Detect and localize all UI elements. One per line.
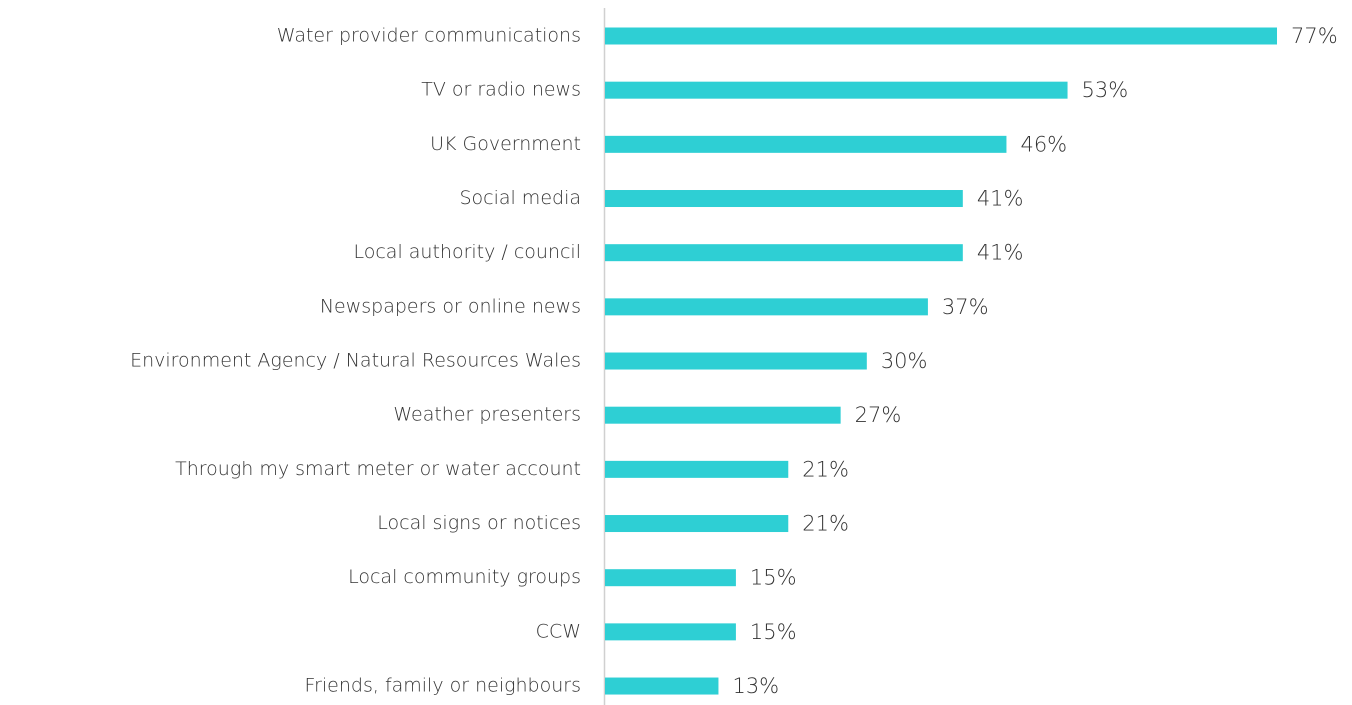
category-label: Local authority / council [353, 241, 581, 263]
category-label: CCW [536, 620, 581, 642]
bar [605, 352, 867, 370]
bar [605, 623, 736, 641]
category-label: Friends, family or neighbours [305, 675, 581, 697]
bar [605, 298, 928, 316]
value-label: 77% [1291, 24, 1338, 48]
category-label: Weather presenters [393, 404, 581, 426]
value-label: 53% [1082, 78, 1129, 102]
bar [605, 27, 1277, 45]
bar [605, 460, 789, 478]
category-label: Newspapers or online news [320, 295, 581, 317]
value-label: 15% [750, 620, 797, 644]
value-label: 15% [750, 566, 797, 590]
bar [605, 135, 1007, 153]
bar [605, 677, 719, 695]
value-label: 41% [977, 187, 1024, 211]
bar [605, 515, 789, 533]
category-label: Local community groups [348, 566, 581, 588]
value-label: 27% [855, 403, 902, 427]
value-label: 41% [977, 241, 1024, 265]
category-label: Social media [459, 187, 581, 209]
category-label: UK Government [430, 133, 581, 155]
category-label: Water provider communications [277, 25, 581, 47]
bar [605, 190, 963, 208]
value-label: 21% [802, 457, 849, 481]
category-label: Through my smart meter or water account [175, 458, 581, 480]
bar [605, 406, 841, 424]
bar [605, 244, 963, 262]
value-label: 13% [732, 674, 779, 698]
category-label: TV or radio news [421, 79, 581, 101]
bar [605, 569, 736, 587]
value-label: 21% [802, 512, 849, 536]
category-label: Environment Agency / Natural Resources W… [130, 350, 581, 372]
value-label: 37% [942, 295, 989, 319]
value-label: 46% [1020, 132, 1067, 156]
value-label: 30% [881, 349, 928, 373]
bar [605, 81, 1068, 99]
category-label: Local signs or notices [377, 512, 581, 534]
